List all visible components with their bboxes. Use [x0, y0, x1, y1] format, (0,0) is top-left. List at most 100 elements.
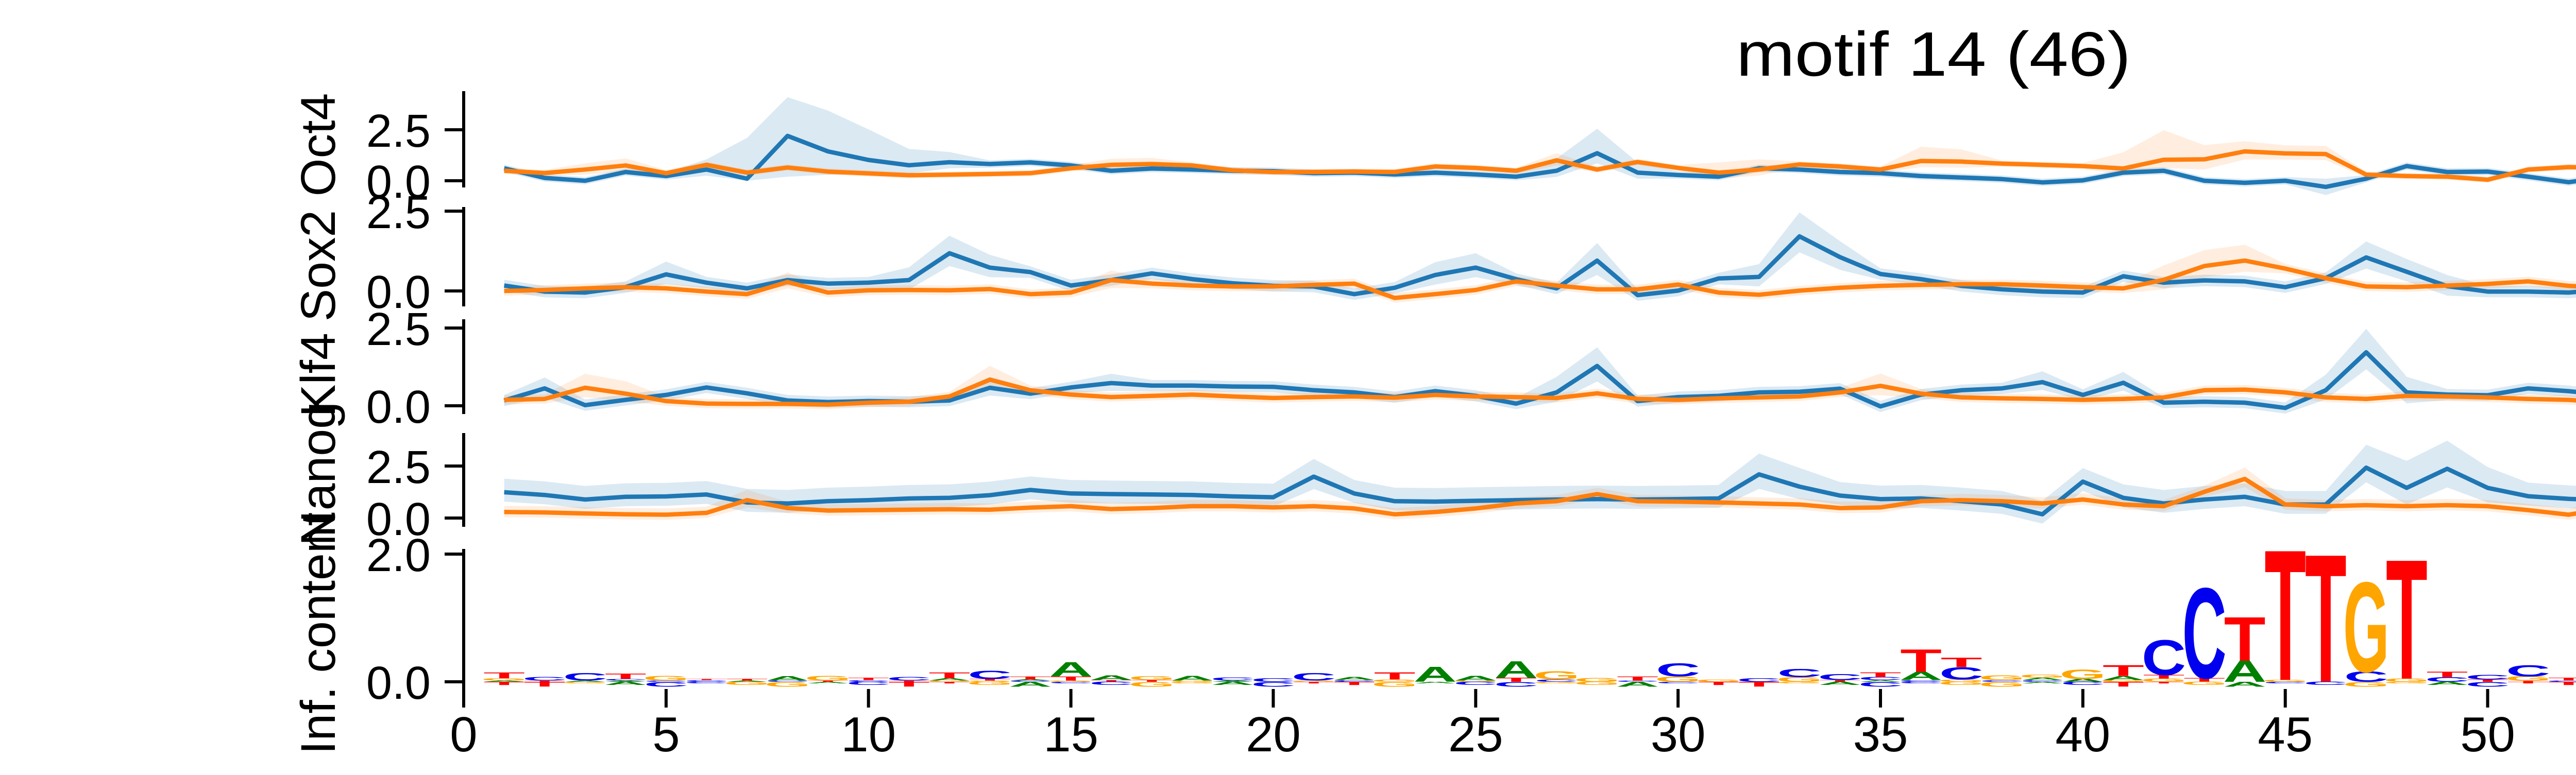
svg-text:motif 14 (46): motif 14 (46) [1736, 19, 2131, 89]
svg-text:G: G [2383, 678, 2430, 683]
svg-text:C: C [2506, 662, 2550, 680]
svg-text:Inf. content: Inf. content [291, 512, 346, 754]
svg-text:C: C [2263, 681, 2308, 684]
svg-text:T: T [888, 680, 930, 688]
svg-text:A: A [1049, 658, 1093, 681]
svg-text:C: C [846, 680, 891, 682]
svg-text:C: C [2142, 630, 2186, 686]
svg-text:0.0: 0.0 [366, 382, 431, 433]
svg-text:40: 40 [2055, 707, 2110, 762]
svg-text:0.0: 0.0 [366, 157, 431, 208]
svg-text:A: A [2021, 677, 2064, 681]
svg-text:G: G [1129, 681, 1175, 688]
svg-text:T: T [929, 681, 971, 684]
svg-text:T: T [2507, 681, 2549, 684]
svg-text:C: C [1737, 677, 1781, 683]
svg-text:45: 45 [2258, 707, 2313, 762]
svg-text:C: C [1616, 680, 1660, 682]
svg-text:0.0: 0.0 [366, 267, 431, 318]
svg-text:G: G [1574, 677, 1620, 683]
svg-text:A: A [1171, 675, 1214, 682]
svg-text:C: C [2182, 561, 2227, 705]
svg-text:T: T [2548, 681, 2576, 686]
svg-text:C: C [887, 676, 931, 682]
svg-text:A: A [604, 680, 647, 682]
svg-text:C: C [563, 671, 607, 683]
svg-text:A: A [806, 681, 850, 684]
svg-text:2.5: 2.5 [366, 187, 431, 238]
svg-text:T: T [524, 680, 566, 688]
svg-text:C: C [2465, 674, 2510, 681]
svg-text:A: A [2223, 680, 2266, 688]
svg-text:T: T [2224, 604, 2266, 674]
svg-text:T: T [1495, 677, 1537, 683]
svg-text:A: A [564, 680, 607, 682]
svg-text:C: C [2303, 681, 2348, 686]
svg-text:G: G [1938, 681, 1985, 686]
svg-text:T: T [2507, 681, 2549, 682]
svg-text:C: C [1332, 680, 1377, 682]
svg-text:2.0: 2.0 [366, 530, 431, 581]
svg-text:C: C [1251, 680, 1295, 688]
svg-text:C: C [522, 676, 567, 682]
svg-text:T: T [1941, 655, 1982, 670]
svg-text:G: G [1129, 675, 1175, 681]
svg-text:G: G [2060, 667, 2106, 682]
svg-text:35: 35 [1853, 707, 1908, 762]
svg-text:G: G [1979, 674, 2025, 681]
svg-text:T: T [686, 679, 727, 681]
svg-text:0.0: 0.0 [366, 494, 431, 545]
svg-text:A: A [1414, 681, 1457, 684]
svg-text:G: G [765, 681, 811, 688]
svg-text:T: T [2183, 677, 2225, 683]
svg-text:C: C [1656, 660, 1700, 680]
svg-text:T: T [888, 680, 930, 682]
svg-text:50: 50 [2460, 707, 2515, 762]
svg-text:T: T [807, 680, 849, 682]
svg-text:A: A [928, 678, 971, 681]
svg-text:A: A [1009, 679, 1052, 681]
svg-text:A: A [1414, 663, 1457, 686]
svg-text:G: G [1048, 680, 1094, 682]
svg-text:T: T [969, 678, 1011, 681]
svg-text:T: T [1860, 671, 1902, 679]
svg-text:G: G [2343, 681, 2389, 688]
svg-text:T: T [2467, 679, 2509, 682]
svg-text:A: A [2223, 654, 2266, 688]
svg-text:A: A [2061, 678, 2105, 683]
svg-text:G: G [1291, 680, 1337, 682]
svg-text:G: G [967, 680, 1013, 682]
svg-text:C: C [644, 680, 688, 682]
svg-text:Sox2: Sox2 [291, 210, 346, 322]
svg-text:5: 5 [652, 707, 680, 762]
svg-text:G: G [1979, 681, 2025, 688]
svg-text:T: T [2143, 674, 2185, 680]
svg-text:C: C [1656, 681, 1700, 684]
svg-text:A: A [1818, 681, 1861, 686]
svg-text:C: C [1089, 681, 1133, 686]
svg-text:G: G [2262, 679, 2309, 682]
svg-text:G: G [2100, 679, 2146, 682]
svg-text:T: T [1091, 679, 1132, 682]
svg-text:A: A [604, 681, 647, 686]
svg-text:Nanog: Nanog [291, 402, 346, 546]
svg-text:G: G [1938, 679, 1985, 682]
svg-text:G: G [1696, 679, 1742, 682]
svg-text:G: G [1371, 681, 1418, 688]
svg-text:G: G [1776, 676, 1823, 683]
svg-text:A: A [483, 680, 526, 682]
svg-text:T: T [1131, 679, 1173, 682]
svg-text:15: 15 [1043, 707, 1098, 762]
svg-text:G: G [1169, 681, 1215, 684]
svg-text:C: C [1777, 666, 1822, 680]
svg-text:T: T [2103, 680, 2144, 688]
svg-text:T: T [1333, 681, 1375, 686]
svg-text:T: T [1010, 676, 1052, 680]
svg-text:C: C [1939, 664, 1984, 683]
svg-text:C: C [2061, 681, 2105, 686]
svg-text:A: A [725, 680, 769, 682]
svg-text:C: C [644, 680, 688, 688]
svg-text:T: T [524, 680, 566, 682]
svg-text:T: T [929, 670, 971, 680]
svg-text:20: 20 [1246, 707, 1301, 762]
